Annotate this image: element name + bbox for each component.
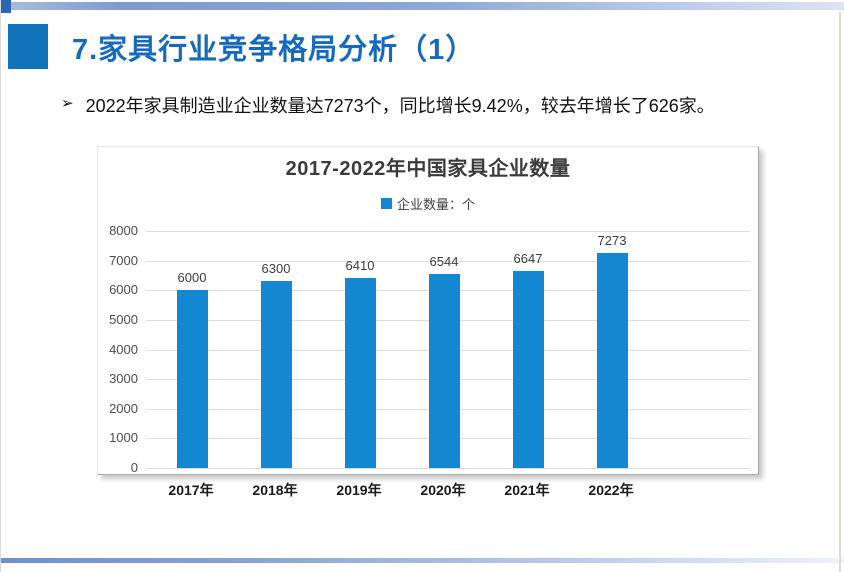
y-axis-tick-label: 7000	[109, 252, 138, 268]
gridline	[146, 468, 750, 469]
y-axis-tick-label: 8000	[109, 223, 138, 238]
bar	[260, 281, 292, 468]
bar-value-label: 6544	[429, 254, 459, 269]
bar-value-label: 7273	[597, 233, 627, 248]
bar	[596, 253, 628, 468]
y-axis-tick-label: 3000	[109, 371, 138, 387]
bar	[344, 278, 376, 468]
bottom-accent-strip	[1, 558, 844, 563]
bar	[512, 271, 544, 468]
y-axis-tick-label: 0	[130, 460, 138, 475]
x-axis-tick-label: 2018年	[252, 482, 298, 498]
legend-swatch-icon	[380, 198, 392, 209]
bar	[176, 290, 208, 468]
y-axis-tick-label: 5000	[109, 311, 138, 327]
x-axis-tick-label: 2017年	[168, 482, 214, 498]
top-accent-strip	[4, 2, 844, 10]
bullet-item: ➢ 2022年家具制造业企业数量达7273个，同比增长9.42%，较去年增长了6…	[61, 92, 801, 118]
bar-value-label: 6300	[261, 261, 291, 276]
chart-block: 2017-2022年中国家具企业数量 企业数量：个 6000 6300 6410 65…	[97, 146, 759, 506]
y-axis-tick-label: 2000	[109, 400, 138, 416]
y-axis-tick-label: 1000	[109, 430, 138, 446]
x-axis-tick-label: 2021年	[504, 482, 550, 498]
bar-value-label: 6000	[177, 270, 207, 285]
y-axis-tick-label: 6000	[109, 282, 138, 298]
chart-legend: 企业数量：个	[98, 194, 758, 213]
x-axis-tick-label: 2019年	[336, 482, 382, 498]
bullet-arrow-icon: ➢	[61, 95, 74, 112]
bullet-text: 2022年家具制造业企业数量达7273个，同比增长9.42%，较去年增长了626…	[85, 96, 715, 116]
chart-image-panel: 2017-2022年中国家具企业数量 企业数量：个 6000 6300 6410 65…	[97, 146, 759, 475]
legend-label: 企业数量：个	[396, 197, 475, 212]
title-accent-square	[8, 24, 48, 69]
slide-right-edge-line	[839, 12, 841, 572]
chart-plot-area: 6000 6300 6410 6544 6647 7273	[146, 231, 750, 469]
x-axis-tick-label: 2022年	[588, 482, 634, 498]
chart-title: 2017-2022年中国家具企业数量	[285, 158, 571, 180]
y-axis-tick-label: 4000	[109, 341, 138, 357]
x-axis-tick-label: 2020年	[420, 482, 466, 498]
bar-value-label: 6410	[345, 258, 375, 273]
page-title: 7.家具行业竞争格局分析（1）	[72, 34, 476, 66]
bar	[428, 274, 460, 468]
gridline	[146, 231, 750, 232]
x-axis-labels-row: 2017年 2018年 2019年 2020年 2021年 2022年	[97, 480, 759, 500]
gridline	[146, 260, 750, 262]
top-corner-accent	[1, 0, 11, 13]
bar-value-label: 6647	[513, 251, 543, 266]
